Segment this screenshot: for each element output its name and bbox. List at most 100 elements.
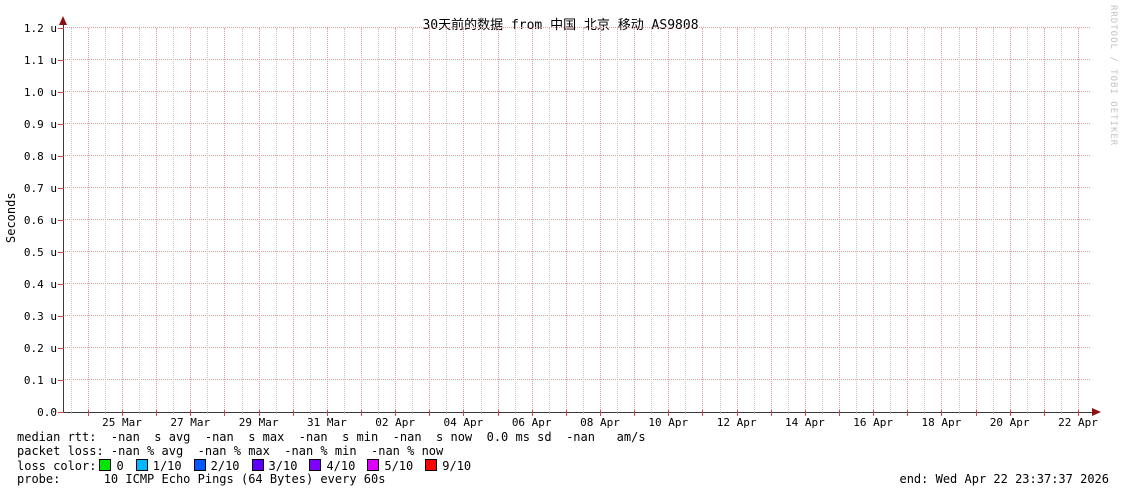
x-axis-tick <box>565 410 567 416</box>
h-gridline <box>63 91 1090 92</box>
v-gridline-halfday <box>378 28 380 412</box>
v-gridline-halfday <box>821 28 823 412</box>
x-axis-tick <box>873 410 875 416</box>
v-gridline-halfday <box>104 28 106 412</box>
y-axis-tick <box>58 412 64 413</box>
loss-color-value: 0 <box>116 459 124 473</box>
v-gridline-halfday <box>617 28 619 412</box>
v-gridline-day <box>429 28 431 412</box>
v-gridline-day <box>702 28 704 412</box>
y-tick-label: 0.5 u <box>23 246 57 259</box>
y-axis-tick <box>58 60 64 61</box>
v-gridline-halfday <box>309 28 311 412</box>
v-gridline-halfday <box>207 28 209 412</box>
x-axis-tick <box>941 410 943 416</box>
v-gridline-day <box>463 28 465 412</box>
h-gridline <box>63 315 1090 316</box>
v-gridline-halfday <box>753 28 755 412</box>
v-gridline-halfday <box>139 28 141 412</box>
legend-probe: probe: 10 ICMP Echo Pings (64 Bytes) eve… <box>17 472 386 486</box>
legend-end-time: end: Wed Apr 22 23:37:37 2026 <box>899 472 1109 486</box>
x-tick-label: 18 Apr <box>921 416 962 429</box>
x-axis-minor-tick <box>343 411 345 414</box>
v-gridline-halfday <box>719 28 721 412</box>
v-gridline-halfday <box>787 28 789 412</box>
v-gridline-day <box>531 28 533 412</box>
x-axis-minor-tick <box>1026 411 1028 414</box>
loss-color-swatch <box>135 459 148 471</box>
x-axis-minor-tick <box>924 411 926 414</box>
x-tick-label: 02 Apr <box>375 416 415 429</box>
v-gridline-day <box>907 28 909 412</box>
x-axis-tick <box>1078 410 1079 416</box>
x-tick-label: 08 Apr <box>580 416 620 429</box>
loss-color-swatch <box>99 459 112 471</box>
x-tick-label: 31 Mar <box>307 416 347 429</box>
v-gridline-halfday <box>412 28 414 412</box>
x-axis-minor-tick <box>890 411 892 414</box>
v-gridline-day <box>770 28 772 412</box>
x-axis-tick <box>1009 410 1011 416</box>
h-gridline <box>63 251 1090 252</box>
x-axis-tick <box>531 410 533 416</box>
v-gridline-day <box>873 28 875 412</box>
x-axis-minor-tick <box>958 411 960 414</box>
y-axis-tick <box>58 252 64 253</box>
x-axis-minor-tick <box>617 411 619 414</box>
v-gridline-day <box>326 28 328 412</box>
v-gridline-day <box>87 28 89 412</box>
x-axis-tick <box>190 410 192 416</box>
loss-color-label: loss color: <box>17 459 97 473</box>
y-axis-tick <box>58 124 64 125</box>
v-gridline-halfday <box>514 28 516 412</box>
x-tick-label: 16 Apr <box>853 416 893 429</box>
v-gridline-halfday <box>890 28 892 412</box>
loss-color-swatch <box>425 459 438 471</box>
x-axis-minor-tick <box>480 411 482 414</box>
loss-color-swatch <box>309 459 322 471</box>
h-gridline <box>63 347 1090 348</box>
h-gridline <box>63 283 1090 284</box>
v-gridline-day <box>395 28 397 412</box>
v-gridline-halfday <box>582 28 584 412</box>
v-gridline-day <box>224 28 226 412</box>
y-axis-tick <box>58 220 64 221</box>
v-gridline-day <box>565 28 567 412</box>
x-axis-minor-tick <box>412 411 414 414</box>
x-axis-line <box>58 412 1094 413</box>
x-axis-tick <box>668 410 670 416</box>
x-axis-minor-tick <box>548 411 550 414</box>
y-tick-label: 0.8 u <box>23 150 57 163</box>
x-axis-minor-tick <box>753 411 755 414</box>
loss-color-swatch <box>193 459 206 471</box>
y-axis-tick <box>58 92 64 93</box>
loss-color-value: 4/10 <box>326 459 356 473</box>
v-gridline-day <box>736 28 738 412</box>
v-gridline-halfday <box>446 28 448 412</box>
rrdtool-watermark: RRDTOOL / TOBI OETIKER <box>1108 5 1118 147</box>
x-axis-minor-tick <box>992 411 994 414</box>
y-axis-line <box>63 20 64 413</box>
y-tick-label: 0.9 u <box>23 118 57 131</box>
x-axis-tick <box>497 410 499 416</box>
y-axis-tick <box>58 284 64 285</box>
x-tick-label: 25 Mar <box>102 416 142 429</box>
x-axis-tick <box>600 410 601 416</box>
x-tick-label: 29 Mar <box>238 416 279 429</box>
x-axis-minor-tick <box>104 411 106 414</box>
v-gridline-halfday <box>651 28 653 412</box>
y-tick-label: 0.4 u <box>23 278 57 291</box>
plot-area <box>63 27 1092 412</box>
y-tick-label: 0.3 u <box>23 310 57 323</box>
loss-color-swatch <box>251 459 264 471</box>
v-gridline-day <box>361 28 362 412</box>
y-axis-tick <box>58 28 64 29</box>
v-gridline-day <box>600 28 601 412</box>
x-axis-tick <box>634 410 636 416</box>
x-axis-tick <box>429 410 431 416</box>
v-gridline-day <box>190 28 192 412</box>
x-axis-minor-tick <box>378 411 380 414</box>
loss-color-value: 1/10 <box>152 459 182 473</box>
h-gridline <box>63 219 1090 220</box>
